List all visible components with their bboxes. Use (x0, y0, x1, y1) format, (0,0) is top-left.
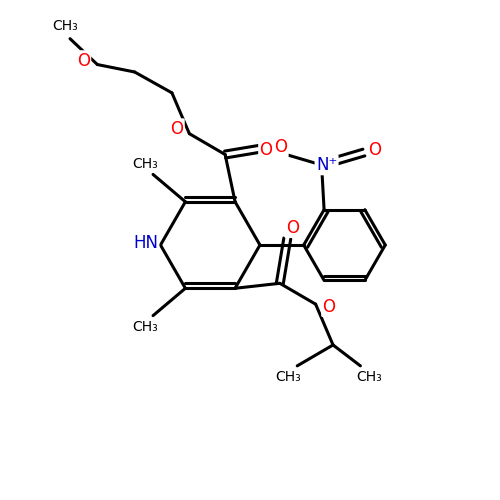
Text: O: O (368, 141, 382, 159)
Text: O: O (274, 138, 287, 156)
Text: N⁺: N⁺ (316, 156, 338, 174)
Text: O: O (286, 218, 299, 236)
Text: CH₃: CH₃ (52, 19, 78, 33)
Text: CH₃: CH₃ (356, 370, 382, 384)
Text: O: O (322, 298, 336, 316)
Text: O⁻: O⁻ (260, 141, 281, 159)
Text: CH₃: CH₃ (276, 370, 301, 384)
Text: HN: HN (133, 234, 158, 252)
Text: CH₃: CH₃ (132, 158, 158, 172)
Text: O: O (170, 120, 183, 138)
Text: O: O (77, 52, 90, 70)
Text: CH₃: CH₃ (132, 320, 158, 334)
